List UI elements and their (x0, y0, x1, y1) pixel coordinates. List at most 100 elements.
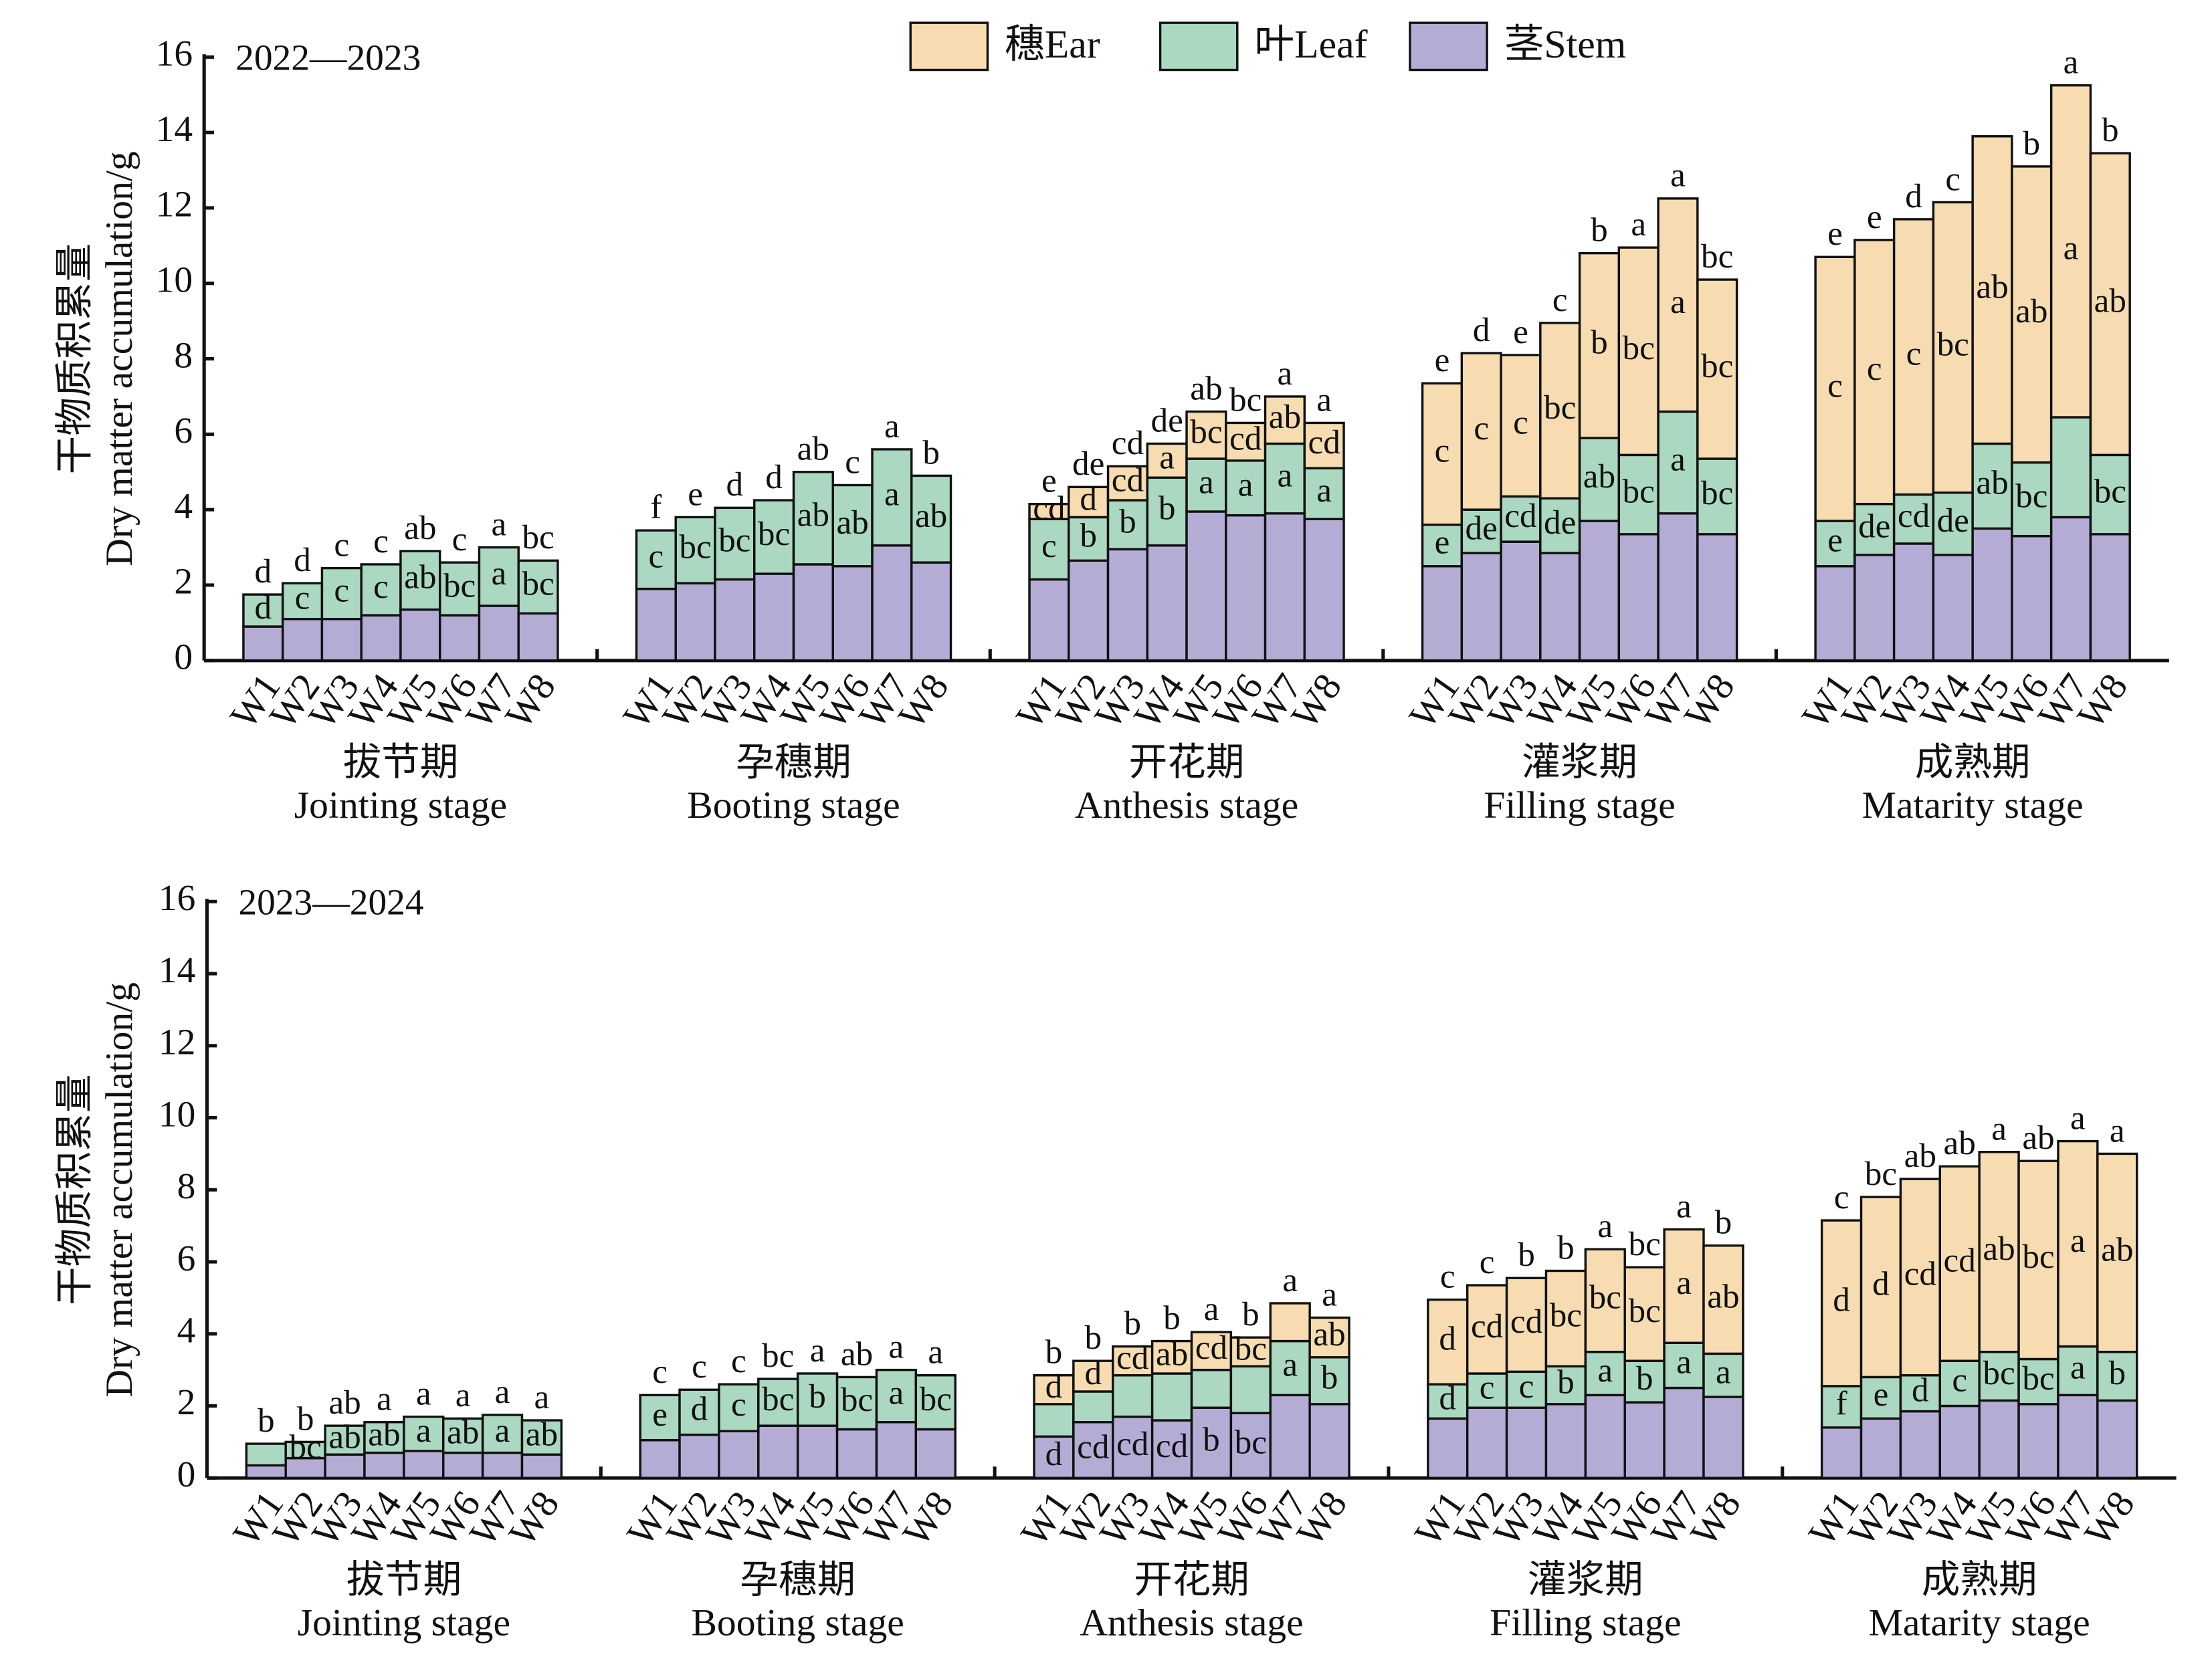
bar-segment (1899, 1178, 1941, 1377)
significance-letter: ab (1313, 1315, 1345, 1353)
bar-segment (2011, 534, 2053, 662)
significance-letter: a (2070, 1349, 2086, 1387)
bar-segment (360, 614, 402, 662)
x-tick-label: W8 (895, 1484, 961, 1553)
bar-segment (714, 578, 756, 662)
total-letter: a (1316, 380, 1332, 419)
bar-segment (1190, 1368, 1233, 1409)
significance-letter: c (295, 579, 310, 617)
total-letter: a (884, 407, 900, 445)
total-letter: a (889, 1328, 904, 1366)
total-letter: a (2064, 43, 2079, 82)
bar-segment (1466, 1284, 1508, 1375)
total-letter: a (2110, 1111, 2125, 1149)
bar-segment (1578, 251, 1621, 439)
significance-letter: c (1041, 527, 1057, 565)
total-letter: bc (1628, 1225, 1660, 1263)
legend-swatch (1409, 21, 1488, 72)
y-tick-label: 6 (174, 410, 193, 451)
bar-segment (2017, 1159, 2059, 1361)
total-letter: b (2102, 111, 2119, 149)
significance-letter: ab (1983, 1230, 2015, 1268)
significance-letter: b (809, 1377, 826, 1416)
bar-segment (245, 1464, 287, 1479)
total-letter: a (1597, 1207, 1613, 1245)
bar-segment (517, 559, 559, 615)
bar-segment (1702, 1352, 1744, 1398)
y-tick-label: 0 (177, 1454, 196, 1495)
group-label-en: Matarity stage (1869, 1601, 2090, 1644)
total-letter: b (1124, 1305, 1141, 1343)
bar-segment (1539, 322, 1581, 500)
total-letter: a (1322, 1275, 1337, 1313)
significance-letter: a (1278, 456, 1293, 494)
bar-segment (1185, 510, 1227, 662)
total-letter: b (1045, 1333, 1063, 1371)
total-letter: ab (328, 1384, 361, 1422)
bar-segment (1229, 1365, 1272, 1414)
total-letter: e (1867, 198, 1882, 236)
bar-segment (1500, 495, 1542, 543)
bar-segment (2057, 1394, 2099, 1479)
total-letter: ab (841, 1335, 873, 1373)
bar-segment (910, 474, 952, 564)
total-letter: e (1435, 341, 1450, 379)
bar-segment (2089, 533, 2131, 662)
total-letter: b (1591, 211, 1608, 249)
y-tick-label: 2 (177, 1382, 196, 1422)
total-letter: a (1991, 1110, 2007, 1148)
significance-letter: a (495, 1412, 510, 1450)
significance-letter: bc (522, 565, 554, 603)
total-letter: ab (2022, 1119, 2054, 1157)
significance-letter: ab (526, 1415, 558, 1453)
significance-letter: d (1080, 480, 1097, 518)
bar-segment (831, 483, 874, 568)
bar-segment (1421, 565, 1464, 662)
bar-segment (438, 614, 481, 662)
bar-segment (757, 1424, 799, 1479)
total-letter: a (491, 505, 506, 543)
significance-letter: a (2070, 1222, 2086, 1260)
significance-letter: c (1952, 1361, 1967, 1400)
significance-letter: c (1867, 350, 1882, 388)
significance-letter: cd (1112, 461, 1144, 499)
significance-letter: c (1519, 1367, 1534, 1406)
significance-letter: cd (1033, 489, 1065, 528)
bar-segment (1544, 1403, 1587, 1479)
total-letter: bc (522, 518, 554, 556)
significance-letter: bc (841, 1381, 873, 1419)
significance-letter: d (254, 588, 272, 627)
bar-segment (1859, 1196, 1902, 1379)
y-tick-label: 10 (156, 259, 193, 300)
legend-swatch (1159, 21, 1239, 72)
total-letter: bc (1701, 237, 1733, 275)
bar-segment (1696, 533, 1738, 662)
significance-letter: bc (443, 566, 476, 604)
significance-letter: d (1912, 1371, 1929, 1409)
bar-segment (1460, 552, 1502, 662)
significance-letter: c (1513, 403, 1528, 441)
bar-segment (1978, 1151, 2020, 1353)
significance-letter: ab (797, 496, 829, 534)
significance-letter: d (1833, 1281, 1850, 1319)
significance-letter: f (1836, 1385, 1848, 1423)
group-label-en: Matarity stage (1862, 784, 2084, 826)
bar-segment (1938, 1404, 1981, 1479)
significance-letter: bc (1623, 472, 1655, 510)
significance-letter: ab (1976, 267, 2008, 306)
bar-segment (2089, 152, 2131, 457)
bar-segment (678, 1388, 720, 1436)
significance-letter: ab (1583, 457, 1615, 495)
y-tick-label: 16 (156, 33, 193, 74)
total-letter: a (1278, 354, 1293, 393)
group-label: 拔节期 (346, 1559, 462, 1601)
bar-segment (2057, 1139, 2099, 1348)
total-letter: a (1204, 1290, 1219, 1328)
y-tick-label: 4 (177, 1310, 196, 1351)
significance-letter: ab (447, 1414, 479, 1452)
total-letter: d (294, 541, 311, 579)
bar-segment (1225, 459, 1267, 517)
group-label-en: Jointing stage (298, 1601, 510, 1644)
bar-segment (1899, 1410, 1941, 1479)
bar-segment (1539, 552, 1581, 662)
